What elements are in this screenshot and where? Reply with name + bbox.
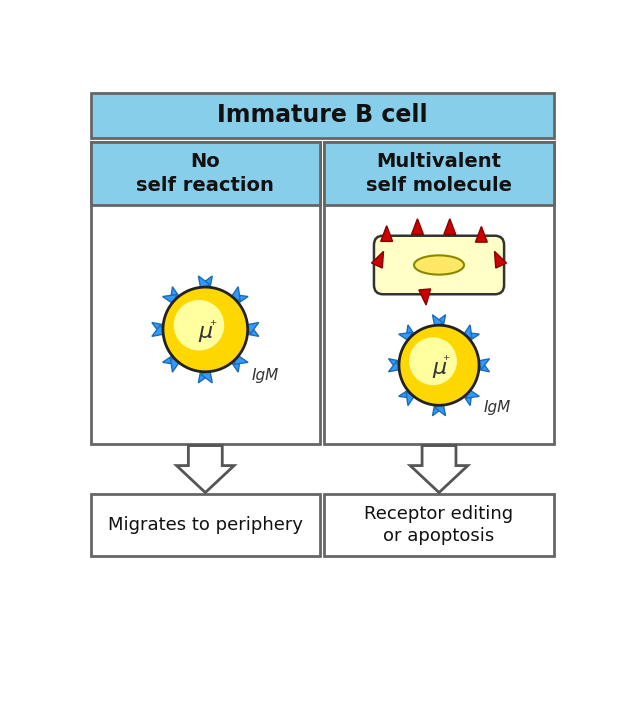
- Polygon shape: [152, 325, 165, 337]
- Bar: [91, 494, 320, 556]
- FancyBboxPatch shape: [374, 236, 504, 294]
- Polygon shape: [163, 354, 177, 364]
- Polygon shape: [163, 327, 205, 332]
- Circle shape: [190, 315, 214, 339]
- Polygon shape: [174, 328, 207, 361]
- Text: ⁺: ⁺: [442, 354, 450, 368]
- Text: μ: μ: [432, 358, 446, 378]
- Ellipse shape: [414, 256, 464, 275]
- Polygon shape: [389, 361, 401, 372]
- Polygon shape: [466, 332, 479, 342]
- Text: IgM: IgM: [484, 400, 511, 415]
- Polygon shape: [463, 393, 472, 405]
- Text: Receptor editing
or apoptosis: Receptor editing or apoptosis: [364, 505, 514, 545]
- Polygon shape: [245, 322, 259, 334]
- Polygon shape: [174, 298, 207, 331]
- Polygon shape: [463, 325, 472, 338]
- Text: Multivalent
self molecule: Multivalent self molecule: [366, 152, 512, 195]
- Text: IgM: IgM: [252, 368, 279, 383]
- Polygon shape: [372, 251, 384, 268]
- Polygon shape: [389, 359, 401, 369]
- Polygon shape: [438, 335, 469, 367]
- Bar: [325, 142, 554, 205]
- Polygon shape: [205, 327, 248, 332]
- Polygon shape: [433, 315, 443, 328]
- Circle shape: [416, 344, 453, 381]
- Text: μ: μ: [198, 322, 213, 342]
- Polygon shape: [201, 369, 212, 383]
- Bar: [325, 494, 554, 556]
- Polygon shape: [245, 325, 259, 337]
- Polygon shape: [411, 219, 423, 234]
- Polygon shape: [410, 446, 468, 493]
- Polygon shape: [198, 276, 209, 290]
- Bar: [91, 93, 554, 138]
- Polygon shape: [201, 276, 212, 290]
- Polygon shape: [477, 361, 489, 372]
- Polygon shape: [438, 364, 469, 395]
- Text: ⁺: ⁺: [209, 319, 216, 332]
- Text: Migrates to periphery: Migrates to periphery: [108, 516, 303, 534]
- Polygon shape: [230, 359, 240, 372]
- Polygon shape: [234, 354, 248, 364]
- Bar: [91, 142, 320, 444]
- Polygon shape: [433, 403, 443, 416]
- Circle shape: [409, 338, 456, 385]
- Polygon shape: [437, 325, 441, 365]
- Polygon shape: [204, 298, 237, 331]
- Polygon shape: [409, 335, 440, 367]
- Polygon shape: [444, 219, 456, 234]
- Polygon shape: [419, 289, 431, 305]
- Polygon shape: [439, 363, 479, 367]
- Circle shape: [174, 300, 223, 350]
- Circle shape: [181, 307, 220, 346]
- Polygon shape: [409, 364, 440, 395]
- Polygon shape: [198, 369, 209, 383]
- Polygon shape: [234, 295, 248, 305]
- Circle shape: [163, 287, 248, 372]
- Polygon shape: [477, 359, 489, 369]
- Polygon shape: [170, 287, 181, 300]
- Polygon shape: [406, 393, 415, 405]
- Circle shape: [399, 325, 479, 405]
- Text: No
self reaction: No self reaction: [136, 152, 274, 195]
- Polygon shape: [476, 226, 487, 242]
- Polygon shape: [399, 332, 412, 342]
- Polygon shape: [399, 389, 412, 398]
- Polygon shape: [177, 446, 234, 493]
- Bar: [325, 142, 554, 444]
- Bar: [91, 142, 320, 205]
- Polygon shape: [230, 287, 240, 300]
- Polygon shape: [435, 403, 445, 416]
- Polygon shape: [204, 328, 237, 361]
- Circle shape: [425, 351, 448, 375]
- Polygon shape: [203, 329, 208, 372]
- Polygon shape: [152, 322, 165, 334]
- Polygon shape: [163, 295, 177, 305]
- Polygon shape: [406, 325, 415, 338]
- Polygon shape: [381, 226, 392, 241]
- Polygon shape: [203, 287, 208, 329]
- Polygon shape: [435, 315, 445, 328]
- Polygon shape: [437, 365, 441, 405]
- Polygon shape: [170, 359, 181, 372]
- Polygon shape: [494, 251, 506, 268]
- Polygon shape: [399, 363, 439, 367]
- Text: Immature B cell: Immature B cell: [216, 103, 427, 127]
- Polygon shape: [466, 389, 479, 398]
